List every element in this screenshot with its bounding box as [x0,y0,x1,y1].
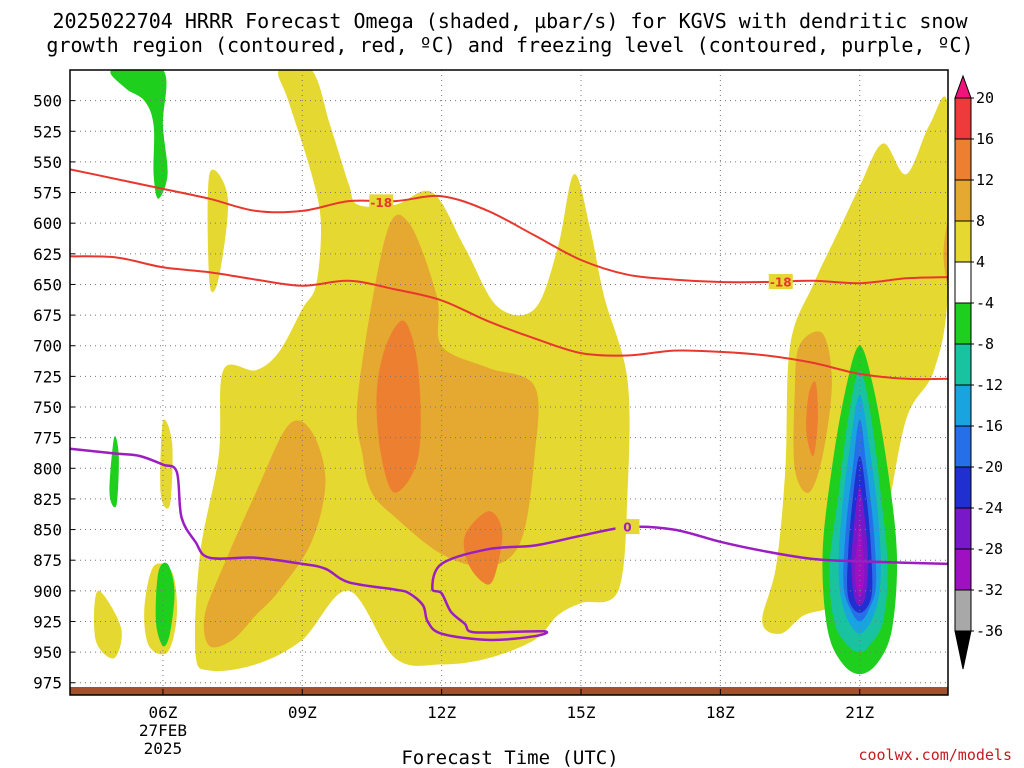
freezing-level-label: 0 [623,521,631,535]
x-tick-label: 15Z [567,703,596,722]
dgz-contour-lower [70,255,948,381]
y-tick-label: 875 [33,551,62,570]
colorbar-label: -24 [976,499,1003,517]
colorbar-swatch [954,507,972,550]
colorbar-label: -16 [976,417,1003,435]
colorbar-label: -28 [976,540,1003,558]
colorbar-label: 20 [976,89,994,107]
colorbar-swatch [954,261,972,304]
omega-region-neg4-15 [155,562,175,647]
y-tick-label: 800 [33,459,62,478]
y-tick-label: 700 [33,337,62,356]
omega-region-4-3 [93,590,122,659]
x-tick-label: 06Z [148,703,177,722]
colorbar-swatch [954,589,972,632]
x-tick-label: 12Z [427,703,456,722]
terrain-strip [70,687,948,695]
plot-frame [69,69,949,696]
x-tick-label: 18Z [706,703,735,722]
y-axis: 500 525 550 575 600 625 650 675 700 725 750 775 800 8… [33,92,75,693]
omega-shading-layer [93,70,948,675]
colorbar-swatch [954,548,972,591]
y-tick-label: 500 [33,92,62,111]
y-tick-label: 600 [33,214,62,233]
x-tick-label: 21Z [845,703,874,722]
credit-text: coolwx.com/models [858,746,1012,764]
omega-region-12-10 [376,320,421,493]
dgz-contour-upper [70,168,948,285]
colorbar-label: -4 [976,294,994,312]
x-tick-label: 09Z [288,703,317,722]
colorbar-label: 8 [976,212,985,230]
dgz-label-2-bg [768,274,793,290]
colorbar-top-triangle [954,74,972,99]
colorbar-label: 12 [976,171,994,189]
y-tick-label: 650 [33,275,62,294]
y-tick-label: 825 [33,490,62,509]
dgz-label-1-bg [369,194,394,210]
y-tick-label: 750 [33,398,62,417]
colorbar-label: -12 [976,376,1003,394]
dgz-label-1: -18 [370,196,392,210]
omega-region-4-2 [160,419,173,509]
omega-region-neg4-13 [110,70,168,199]
colorbar-label: 16 [976,130,994,148]
colorbar: 20 16 12 8 4 -4 -8 -12 -16 -20 -24 -28 -32 -36 [954,74,1003,670]
y-tick-label: 950 [33,643,62,662]
y-tick-label: 550 [33,153,62,172]
contour-layer: -18 -18 0 [70,168,948,642]
colorbar-swatch [954,425,972,468]
colorbar-swatch [954,343,972,386]
colorbar-swatch [954,97,972,140]
colorbar-label: -20 [976,458,1003,476]
colorbar-label: 4 [976,253,985,271]
y-tick-label: 925 [33,612,62,631]
colorbar-label: -36 [976,622,1003,640]
x-tick-year-label: 2025 [144,739,183,758]
freezing-level-label-bg [615,519,640,535]
dgz-label-2: -18 [770,276,792,290]
y-tick-label: 900 [33,582,62,601]
colorbar-label: -8 [976,335,994,353]
y-tick-label: 725 [33,367,62,386]
colorbar-label: -32 [976,581,1003,599]
y-tick-label: 675 [33,306,62,325]
colorbar-swatch [954,302,972,345]
y-tick-label: 625 [33,245,62,264]
y-tick-label: 975 [33,674,62,693]
x-tick-date-label: 27FEB [139,721,187,740]
colorbar-bottom-triangle [954,630,972,670]
omega-region-12-11 [463,511,503,585]
y-tick-label: 575 [33,184,62,203]
y-tick-label: 775 [33,429,62,448]
y-tick-label: 850 [33,521,62,540]
colorbar-swatch [954,179,972,222]
colorbar-swatch [954,384,972,427]
colorbar-swatch [954,138,972,181]
omega-region-8-7 [203,420,326,648]
chart-title-line-2: growth region (contoured, red, ºC) and f… [46,33,973,57]
chart-title-line-1: 2025022704 HRRR Forecast Omega (shaded, … [52,9,968,33]
colorbar-swatch [954,466,972,509]
x-axis-label: Forecast Time (UTC) [401,747,618,768]
grid-layer [70,70,948,695]
y-tick-label: 525 [33,122,62,141]
colorbar-swatch [954,220,972,263]
